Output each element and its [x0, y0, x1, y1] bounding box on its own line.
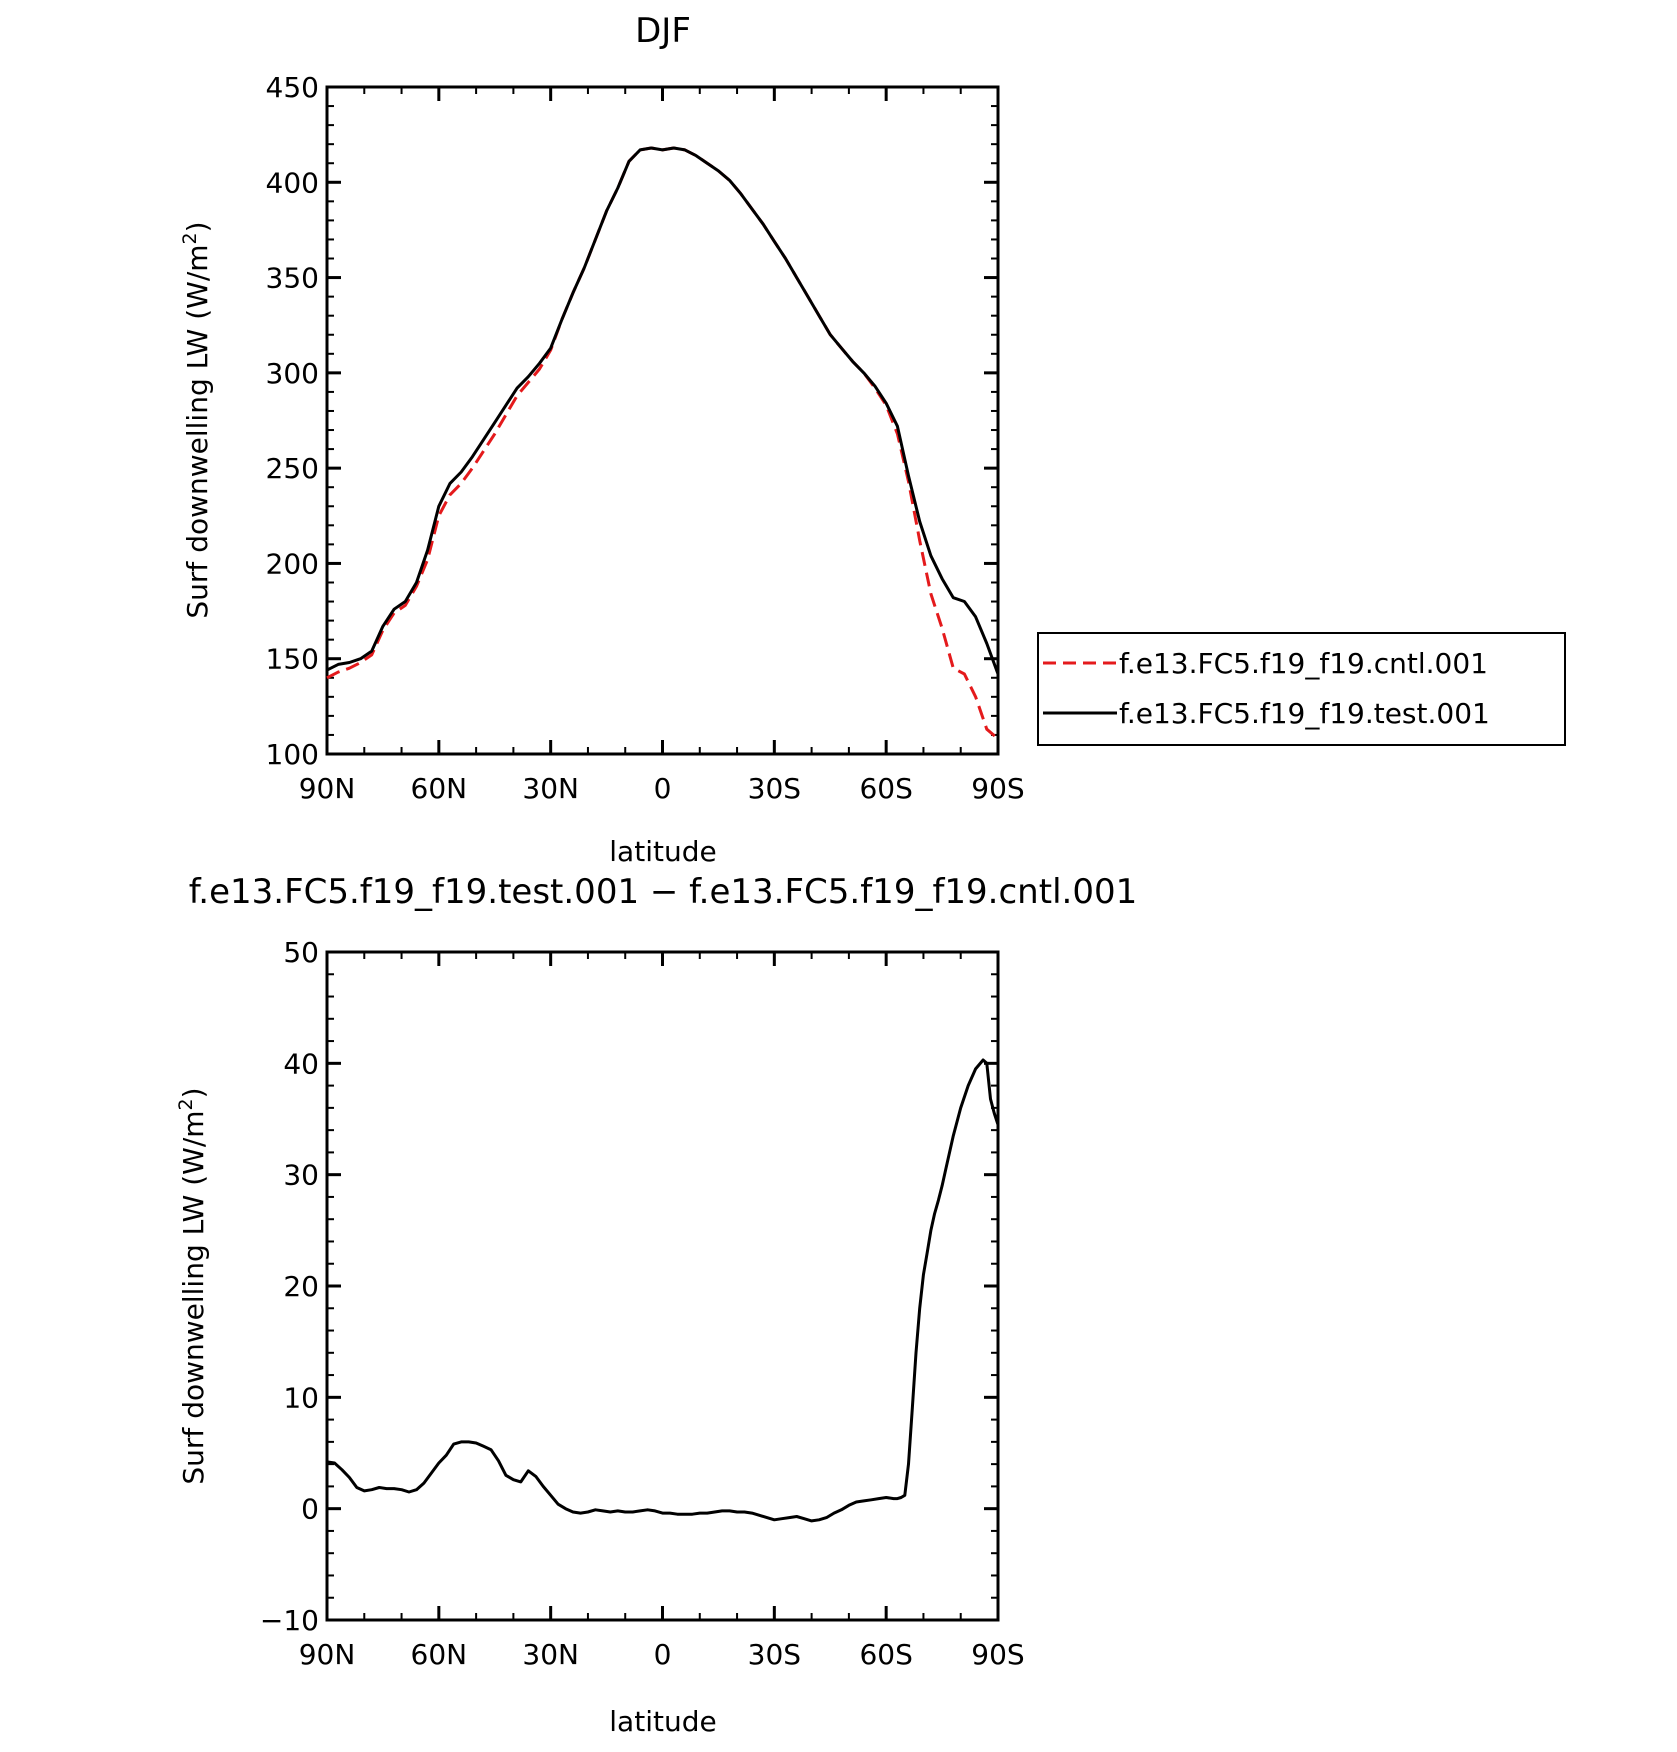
bottom-ytick-label: 20 — [283, 1270, 319, 1303]
top-series-group — [326, 146, 1000, 740]
top-xtick-label: 30S — [748, 772, 801, 805]
top-panel: DJF 100 150 200 250 300 350 400 450 90N 60N 30N 0 3… — [179, 11, 1566, 868]
bottom-xtick-label: 60S — [859, 1638, 912, 1671]
bottom-panel: f.e13.FC5.f19_f19.test.001 − f.e13.FC5.f… — [175, 872, 1137, 1738]
top-xtick-label: 60S — [859, 772, 912, 805]
top-xtick-label: 60N — [411, 772, 468, 805]
bottom-x-ticks: 90N 60N 30N 0 30S 60S 90S — [299, 952, 1025, 1671]
top-ytick-label: 100 — [266, 738, 319, 771]
top-ytick-label: 450 — [266, 71, 319, 104]
top-y-axis-title: Surf downwelling LW (W/m2) — [179, 221, 214, 618]
top-xtick-label: 90S — [971, 772, 1024, 805]
bottom-y-axis-title-base: Surf downwelling LW (W/m — [177, 1110, 210, 1484]
top-ytick-label: 250 — [266, 452, 319, 485]
top-y-axis-title-base: Surf downwelling LW (W/m — [181, 244, 214, 618]
bottom-minor-ticks — [327, 952, 998, 1620]
bottom-xtick-label: 0 — [654, 1638, 672, 1671]
bottom-xtick-label: 30S — [748, 1638, 801, 1671]
top-ytick-label: 200 — [266, 547, 319, 580]
top-xtick-label: 30N — [522, 772, 579, 805]
bottom-y-axis-title-close: ) — [177, 1087, 210, 1098]
top-ytick-label: 150 — [266, 643, 319, 676]
legend-label-cntl: f.e13.FC5.f19_f19.cntl.001 — [1119, 647, 1488, 680]
bottom-ytick-label: 30 — [283, 1159, 319, 1192]
bottom-plot-frame — [325, 950, 1000, 1622]
bottom-ytick-label: −10 — [260, 1604, 319, 1637]
legend: f.e13.FC5.f19_f19.cntl.001 f.e13.FC5.f19… — [1037, 632, 1566, 746]
top-y-axis-title-close: ) — [181, 221, 214, 232]
top-ytick-label: 300 — [266, 357, 319, 390]
top-series-line-1 — [326, 146, 1000, 675]
top-chart-title: DJF — [635, 11, 691, 51]
top-xtick-label: 0 — [654, 772, 672, 805]
top-minor-ticks — [327, 87, 998, 754]
bottom-y-ticks: −10 0 10 20 30 40 50 — [260, 936, 998, 1637]
top-ytick-label: 400 — [266, 166, 319, 199]
top-ytick-label: 350 — [266, 262, 319, 295]
bottom-series-line-0 — [326, 1058, 1000, 1523]
top-x-axis-title: latitude — [609, 835, 716, 868]
bottom-y-axis-title-superscript: 2 — [175, 1098, 197, 1110]
top-series-line-0 — [326, 146, 999, 740]
bottom-x-axis-title: latitude — [609, 1705, 716, 1738]
legend-label-test: f.e13.FC5.f19_f19.test.001 — [1119, 697, 1490, 730]
bottom-series-group — [326, 1058, 1000, 1523]
legend-box — [1037, 632, 1566, 746]
top-plot-frame — [325, 85, 1000, 756]
bottom-ytick-label: 40 — [283, 1047, 319, 1080]
bottom-chart-title: f.e13.FC5.f19_f19.test.001 − f.e13.FC5.f… — [189, 872, 1137, 912]
top-xtick-label: 90N — [299, 772, 356, 805]
top-y-axis-title-superscript: 2 — [179, 232, 201, 244]
bottom-ytick-label: 0 — [301, 1493, 319, 1526]
bottom-xtick-label: 60N — [411, 1638, 468, 1671]
top-y-ticks: 100 150 200 250 300 350 400 450 — [266, 71, 998, 771]
bottom-xtick-label: 90N — [299, 1638, 356, 1671]
bottom-ytick-label: 50 — [283, 936, 319, 969]
bottom-ytick-label: 10 — [283, 1381, 319, 1414]
bottom-y-axis-title: Surf downwelling LW (W/m2) — [175, 1087, 210, 1484]
bottom-xtick-label: 30N — [522, 1638, 579, 1671]
top-x-ticks: 90N 60N 30N 0 30S 60S 90S — [299, 87, 1025, 805]
bottom-xtick-label: 90S — [971, 1638, 1024, 1671]
